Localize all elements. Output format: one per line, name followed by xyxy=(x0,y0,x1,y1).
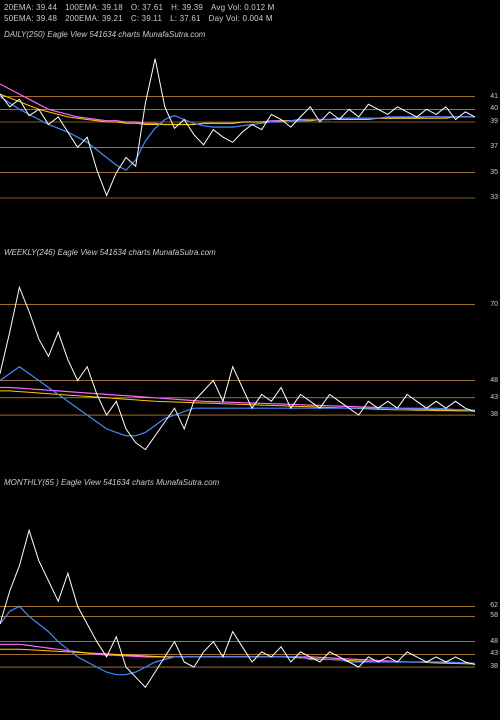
chart-panel: 62 58 48 43 38 xyxy=(0,510,500,700)
panel-title: DAILY(250) Eagle View 541634 charts Muna… xyxy=(4,30,205,39)
y-axis-label: 38 xyxy=(490,663,498,670)
stats-row-2: 50EMA: 39.48 200EMA: 39.21 C: 39.11 L: 37.6… xyxy=(4,13,283,24)
chart-svg xyxy=(0,46,500,236)
y-axis-label: 48 xyxy=(490,638,498,645)
y-axis-label: 43 xyxy=(490,650,498,657)
chart-svg xyxy=(0,510,500,700)
panel-title: MONTHLY(65 ) Eagle View 541634 charts Mu… xyxy=(4,478,219,487)
stat-kv: Avg Vol: 0.012 M xyxy=(211,2,275,13)
y-axis-label: 62 xyxy=(490,602,498,609)
y-axis-label: 43 xyxy=(490,394,498,401)
stat-kv: 50EMA: 39.48 xyxy=(4,13,57,24)
chart-svg xyxy=(0,270,500,460)
stat-kv: L: 37.61 xyxy=(170,13,201,24)
y-axis-label: 70 xyxy=(490,301,498,308)
chart-page: { "header": { "row1": [ {"k": "20EMA:", … xyxy=(0,0,500,720)
panel-title: WEEKLY(246) Eagle View 541634 charts Mun… xyxy=(4,248,216,257)
stat-kv: O: 37.61 xyxy=(131,2,163,13)
y-axis-label: 33 xyxy=(490,194,498,201)
stat-kv: H: 39.39 xyxy=(171,2,203,13)
y-axis-label: 38 xyxy=(490,411,498,418)
series-line xyxy=(0,59,475,196)
y-axis-label: 58 xyxy=(490,612,498,619)
stat-kv: 20EMA: 39.44 xyxy=(4,2,57,13)
header-stats: 20EMA: 39.44 100EMA: 39.18 O: 37.61 H: 39.3… xyxy=(4,2,283,24)
stat-kv: 200EMA: 39.21 xyxy=(65,13,123,24)
y-axis-label: 37 xyxy=(490,143,498,150)
y-axis-label: 41 xyxy=(490,93,498,100)
y-axis-label: 40 xyxy=(490,105,498,112)
y-axis-label: 39 xyxy=(490,118,498,125)
series-line xyxy=(0,530,475,687)
series-line xyxy=(0,97,475,170)
series-line xyxy=(0,287,475,449)
stat-kv: Day Vol: 0.004 M xyxy=(209,13,273,24)
y-axis-label: 48 xyxy=(490,377,498,384)
stat-kv: 100EMA: 39.18 xyxy=(65,2,123,13)
series-line xyxy=(0,644,475,663)
chart-panel: 41 40 39 37 35 33 xyxy=(0,46,500,236)
chart-panel: 70 48 43 38 xyxy=(0,270,500,460)
stat-kv: C: 39.11 xyxy=(131,13,162,24)
stats-row-1: 20EMA: 39.44 100EMA: 39.18 O: 37.61 H: 39.3… xyxy=(4,2,283,13)
y-axis-label: 35 xyxy=(490,169,498,176)
